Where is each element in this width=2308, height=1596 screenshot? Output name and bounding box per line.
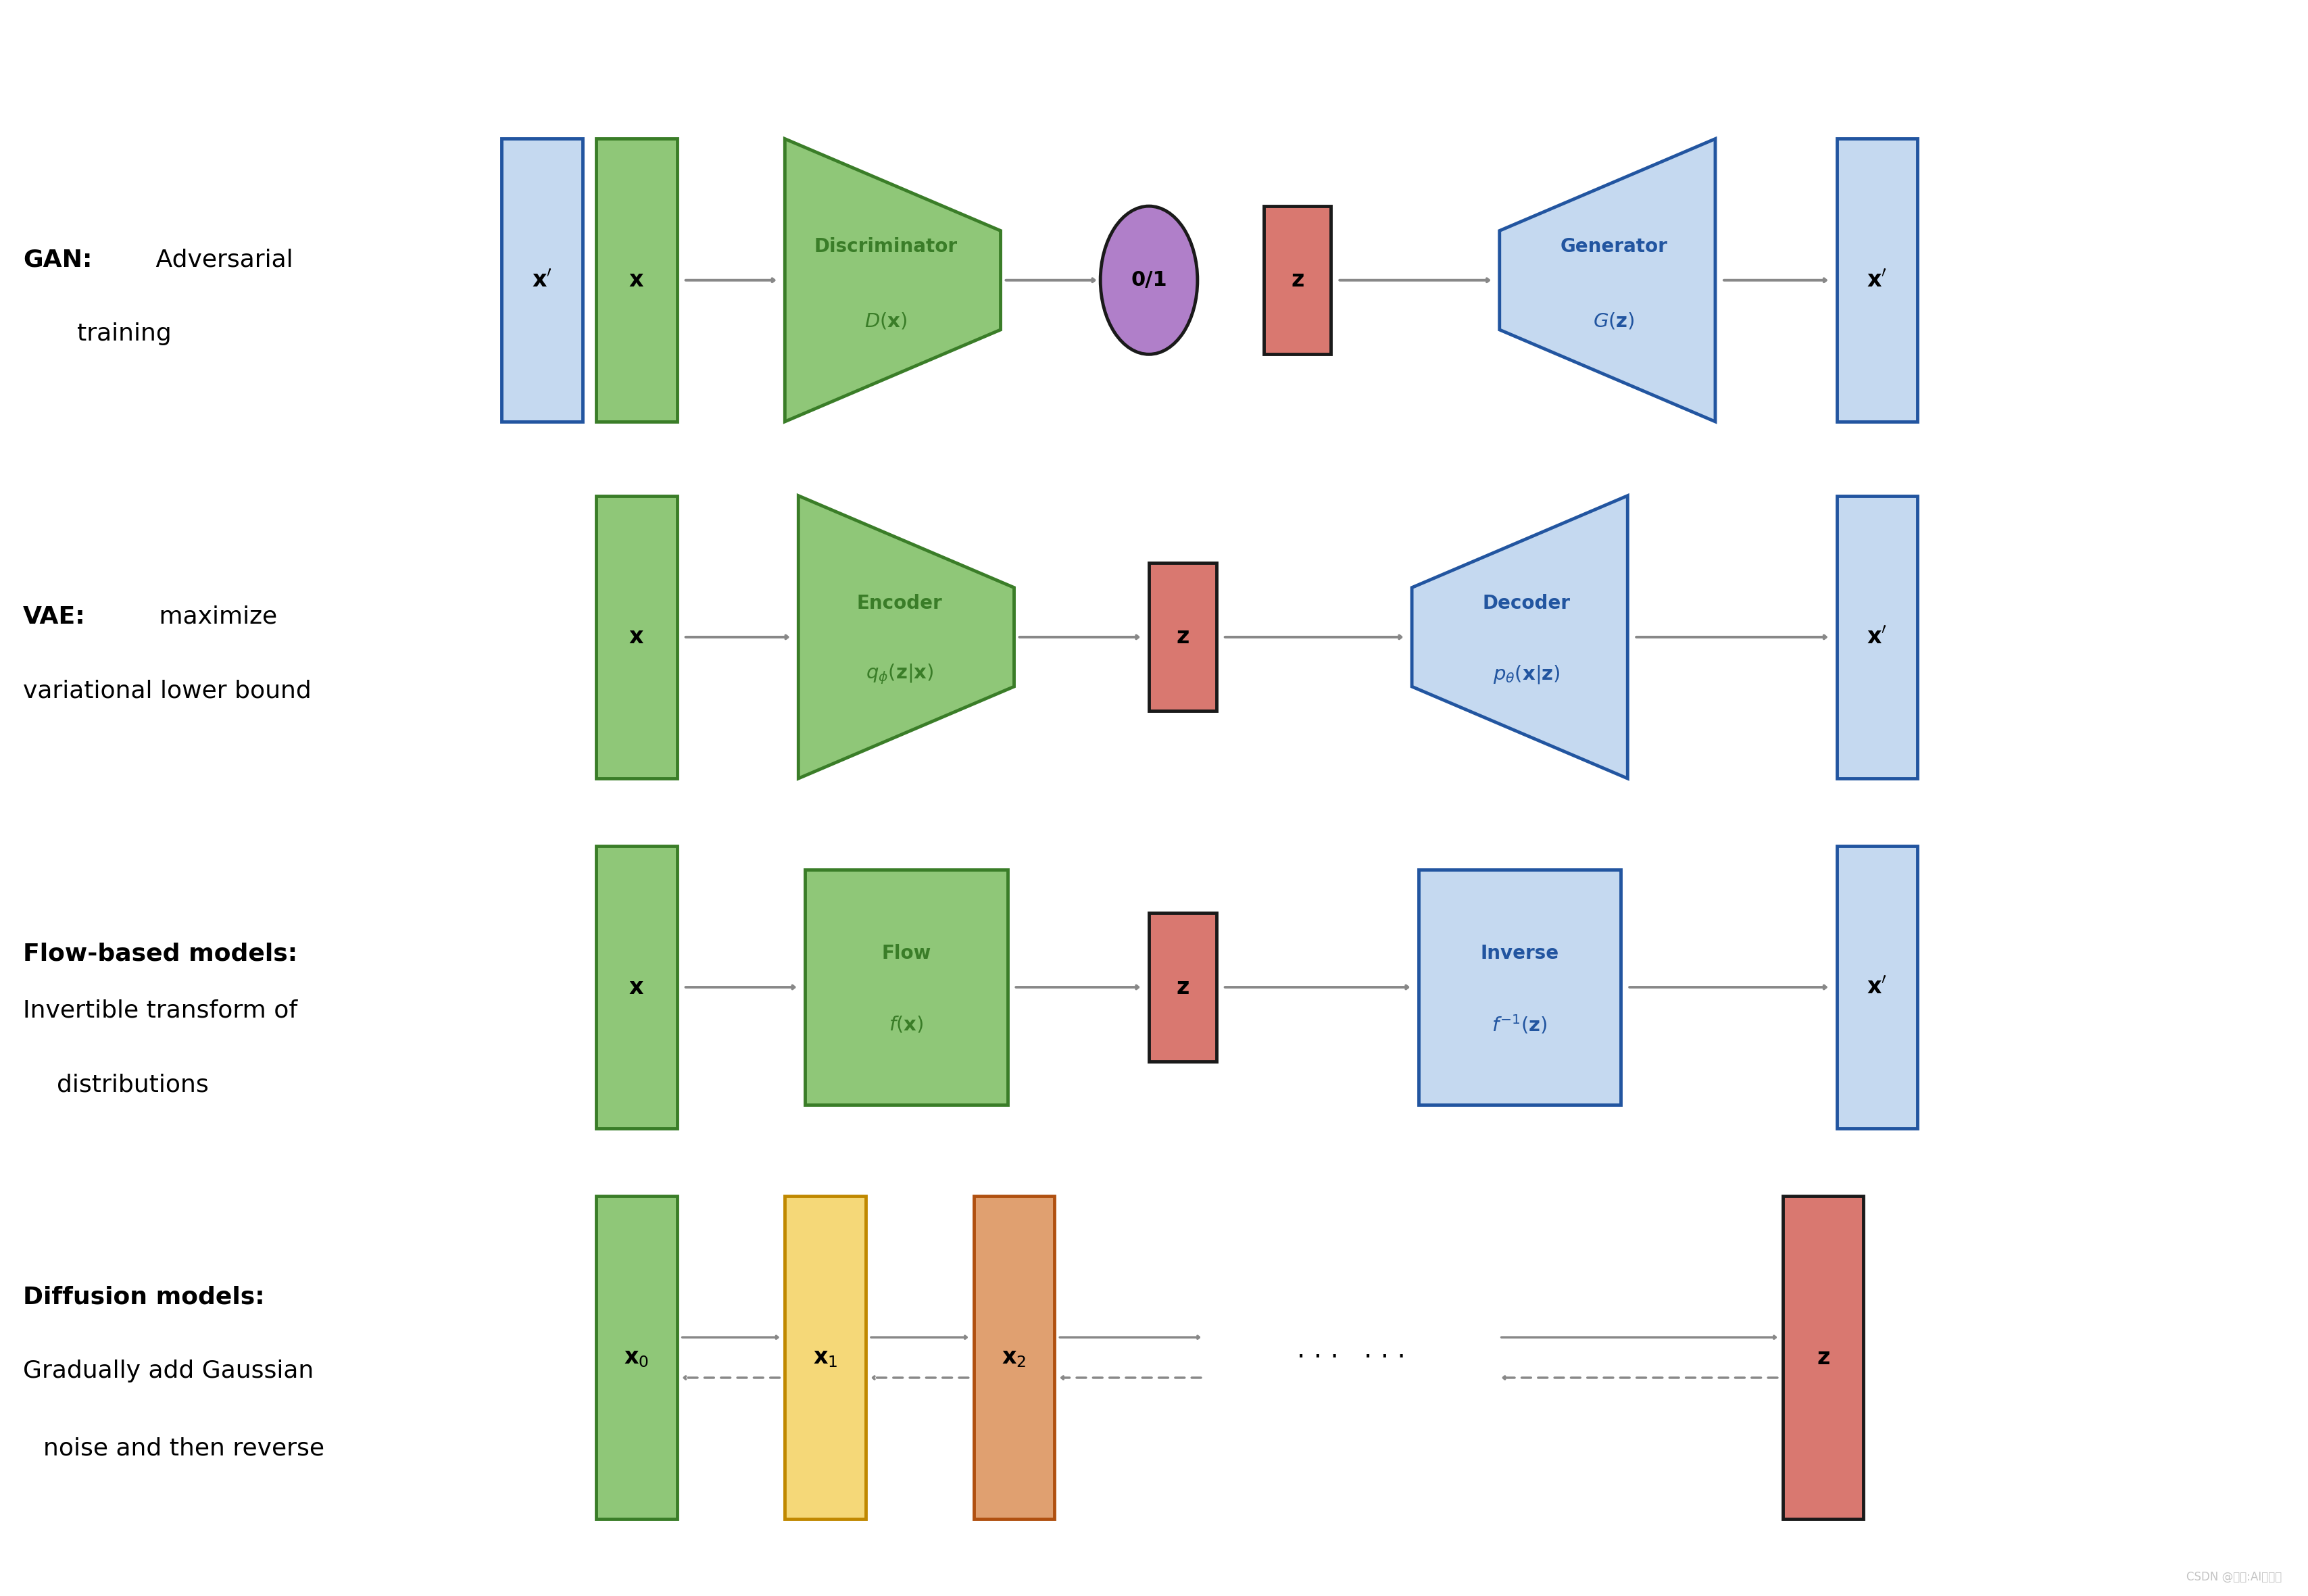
Text: $D(\mathbf{x})$: $D(\mathbf{x})$ bbox=[863, 311, 907, 330]
Text: $\mathbf{x'}$: $\mathbf{x'}$ bbox=[1867, 977, 1886, 999]
Text: Generator: Generator bbox=[1560, 238, 1666, 255]
Text: Flow: Flow bbox=[882, 945, 930, 962]
Text: Flow-based models:: Flow-based models: bbox=[23, 942, 298, 966]
Bar bbox=[1837, 496, 1918, 779]
Text: $\mathbf{x}_0$: $\mathbf{x}_0$ bbox=[623, 1347, 649, 1369]
Text: Discriminator: Discriminator bbox=[815, 238, 958, 255]
Bar bbox=[595, 1195, 676, 1519]
Text: $\mathbf{x'}$: $\mathbf{x'}$ bbox=[531, 270, 552, 292]
Text: $\mathbf{x'}$: $\mathbf{x'}$ bbox=[1867, 626, 1886, 648]
Bar bbox=[595, 846, 676, 1128]
Text: Encoder: Encoder bbox=[856, 594, 942, 613]
Text: CSDN @作者:AI研究院: CSDN @作者:AI研究院 bbox=[2186, 1570, 2280, 1583]
Text: variational lower bound: variational lower bound bbox=[23, 680, 312, 702]
Text: $p_\theta(\mathbf{x}|\mathbf{z})$: $p_\theta(\mathbf{x}|\mathbf{z})$ bbox=[1493, 664, 1560, 685]
Bar bbox=[1262, 206, 1332, 354]
Text: Decoder: Decoder bbox=[1482, 594, 1569, 613]
Text: Gradually add Gaussian: Gradually add Gaussian bbox=[23, 1360, 314, 1382]
Text: Inverse: Inverse bbox=[1479, 945, 1558, 962]
Bar bbox=[1149, 913, 1216, 1061]
Text: $\mathbf{z}$: $\mathbf{z}$ bbox=[1816, 1347, 1830, 1369]
Text: maximize: maximize bbox=[150, 605, 277, 629]
Bar bbox=[1837, 846, 1918, 1128]
Polygon shape bbox=[785, 139, 999, 421]
Bar bbox=[974, 1195, 1055, 1519]
Ellipse shape bbox=[1101, 206, 1198, 354]
Text: · · ·   · · ·: · · · · · · bbox=[1297, 1345, 1406, 1371]
Text: $\mathbf{x'}$: $\mathbf{x'}$ bbox=[1867, 270, 1886, 292]
Polygon shape bbox=[1500, 139, 1715, 421]
Text: $f^{-1}(\mathbf{z})$: $f^{-1}(\mathbf{z})$ bbox=[1491, 1013, 1546, 1036]
Text: Invertible transform of: Invertible transform of bbox=[23, 999, 298, 1023]
Text: $\mathbf{z}$: $\mathbf{z}$ bbox=[1290, 270, 1304, 292]
Text: $\mathbf{x}$: $\mathbf{x}$ bbox=[628, 977, 644, 999]
Bar bbox=[1782, 1195, 1863, 1519]
Bar bbox=[501, 139, 582, 421]
Text: $q_\phi(\mathbf{z}|\mathbf{x})$: $q_\phi(\mathbf{z}|\mathbf{x})$ bbox=[866, 662, 932, 686]
Text: $\mathbf{z}$: $\mathbf{z}$ bbox=[1175, 626, 1189, 648]
Text: GAN:: GAN: bbox=[23, 249, 92, 271]
Text: $\mathbf{x}$: $\mathbf{x}$ bbox=[628, 626, 644, 648]
Bar bbox=[1149, 563, 1216, 712]
Text: noise and then reverse: noise and then reverse bbox=[44, 1436, 325, 1460]
Polygon shape bbox=[1412, 496, 1627, 779]
Bar bbox=[805, 870, 1006, 1104]
Text: Adversarial: Adversarial bbox=[148, 249, 293, 271]
Bar bbox=[595, 139, 676, 421]
Bar bbox=[785, 1195, 866, 1519]
Bar bbox=[595, 496, 676, 779]
Text: $\mathbf{z}$: $\mathbf{z}$ bbox=[1175, 977, 1189, 999]
Text: VAE:: VAE: bbox=[23, 605, 85, 629]
Text: $\mathbf{x}$: $\mathbf{x}$ bbox=[628, 270, 644, 292]
Text: training: training bbox=[76, 322, 171, 346]
Text: $\mathbf{x}_1$: $\mathbf{x}_1$ bbox=[812, 1347, 838, 1369]
Polygon shape bbox=[799, 496, 1013, 779]
Text: distributions: distributions bbox=[58, 1074, 208, 1096]
Text: $G(\mathbf{z})$: $G(\mathbf{z})$ bbox=[1593, 311, 1634, 330]
Bar bbox=[1417, 870, 1620, 1104]
Text: $f(\mathbf{x})$: $f(\mathbf{x})$ bbox=[889, 1015, 923, 1034]
Text: Diffusion models:: Diffusion models: bbox=[23, 1285, 265, 1309]
Bar bbox=[1837, 139, 1918, 421]
Text: $\mathbf{x}_2$: $\mathbf{x}_2$ bbox=[1002, 1347, 1027, 1369]
Text: 0/1: 0/1 bbox=[1131, 270, 1168, 290]
